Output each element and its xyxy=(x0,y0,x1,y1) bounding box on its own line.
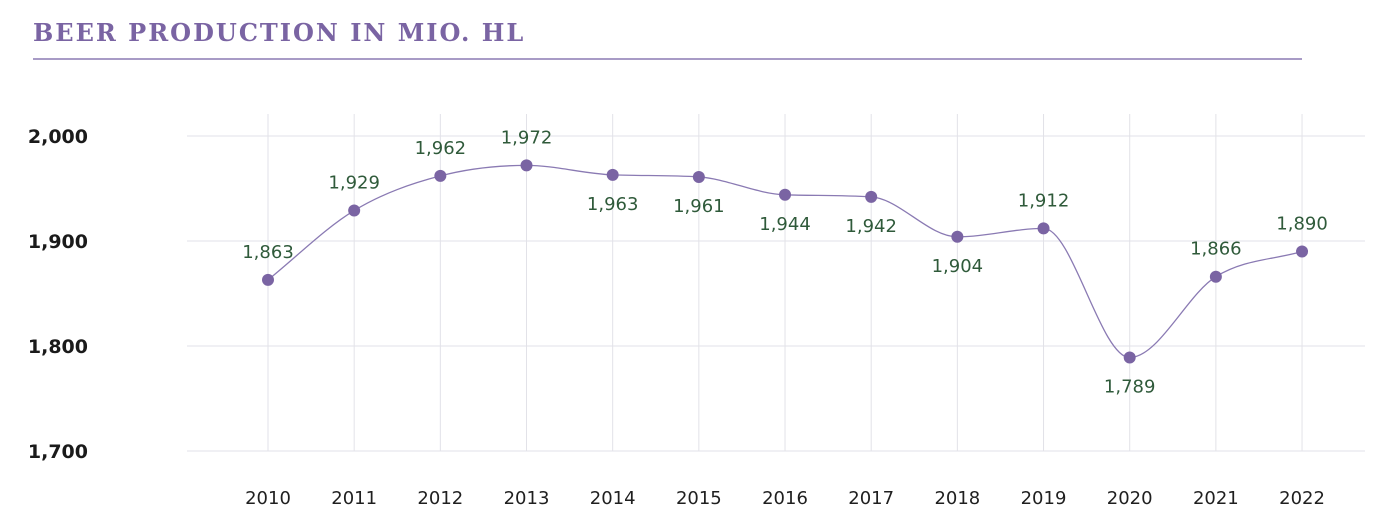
x-tick-label: 2017 xyxy=(848,488,894,509)
y-tick-label: 2,000 xyxy=(28,126,88,148)
data-point-marker xyxy=(692,170,705,183)
data-label: 1,961 xyxy=(673,196,725,217)
data-label: 1,904 xyxy=(932,256,984,277)
data-label: 1,863 xyxy=(242,242,294,263)
markers xyxy=(262,159,1309,364)
x-tick-label: 2015 xyxy=(676,488,722,509)
x-tick-label: 2019 xyxy=(1021,488,1067,509)
data-point-marker xyxy=(779,188,792,201)
x-tick-label: 2011 xyxy=(331,488,377,509)
data-point-marker xyxy=(1037,222,1050,235)
data-label: 1,972 xyxy=(501,127,553,148)
data-label: 1,866 xyxy=(1190,239,1242,260)
x-tick-label: 2020 xyxy=(1107,488,1153,509)
title-divider xyxy=(33,58,1302,60)
data-label: 1,962 xyxy=(415,138,467,159)
data-label: 1,942 xyxy=(845,216,897,237)
data-label: 1,929 xyxy=(328,173,380,194)
data-label: 1,789 xyxy=(1104,377,1156,398)
grid xyxy=(187,114,1365,452)
data-label: 1,912 xyxy=(1018,190,1070,211)
x-axis-ticks: 2010 2011 2012 2013 2014 2015 2016 2017 2018 2019… xyxy=(245,488,1325,509)
data-point-marker xyxy=(951,230,964,243)
data-point-marker xyxy=(520,159,533,172)
x-tick-label: 2014 xyxy=(590,488,636,509)
x-tick-label: 2022 xyxy=(1279,488,1325,509)
data-label: 1,944 xyxy=(759,214,811,235)
y-tick-label: 1,700 xyxy=(28,441,88,463)
data-point-marker xyxy=(434,169,447,182)
x-tick-label: 2018 xyxy=(934,488,980,509)
data-point-marker xyxy=(606,168,619,181)
x-tick-label: 2010 xyxy=(245,488,291,509)
data-point-marker xyxy=(262,273,274,286)
x-tick-label: 2016 xyxy=(762,488,808,509)
x-tick-label: 2012 xyxy=(417,488,463,509)
data-point-marker xyxy=(1209,270,1222,283)
data-point-marker xyxy=(865,190,878,203)
y-tick-label: 1,900 xyxy=(28,231,88,253)
data-label: 1,890 xyxy=(1276,214,1328,235)
data-labels: 1,863 1,929 1,962 1,972 1,963 1,961 1,944 1,942… xyxy=(242,127,1328,397)
y-axis-ticks: 1,700 1,800 1,900 2,000 xyxy=(28,126,88,463)
x-tick-label: 2013 xyxy=(504,488,550,509)
x-tick-label: 2021 xyxy=(1193,488,1239,509)
data-point-marker xyxy=(1123,351,1136,364)
data-label: 1,963 xyxy=(587,194,639,215)
y-tick-label: 1,800 xyxy=(28,336,88,358)
chart-title: BEER PRODUCTION IN MIO. HL xyxy=(33,18,526,47)
data-point-marker xyxy=(1296,245,1309,258)
data-point-marker xyxy=(348,204,361,217)
